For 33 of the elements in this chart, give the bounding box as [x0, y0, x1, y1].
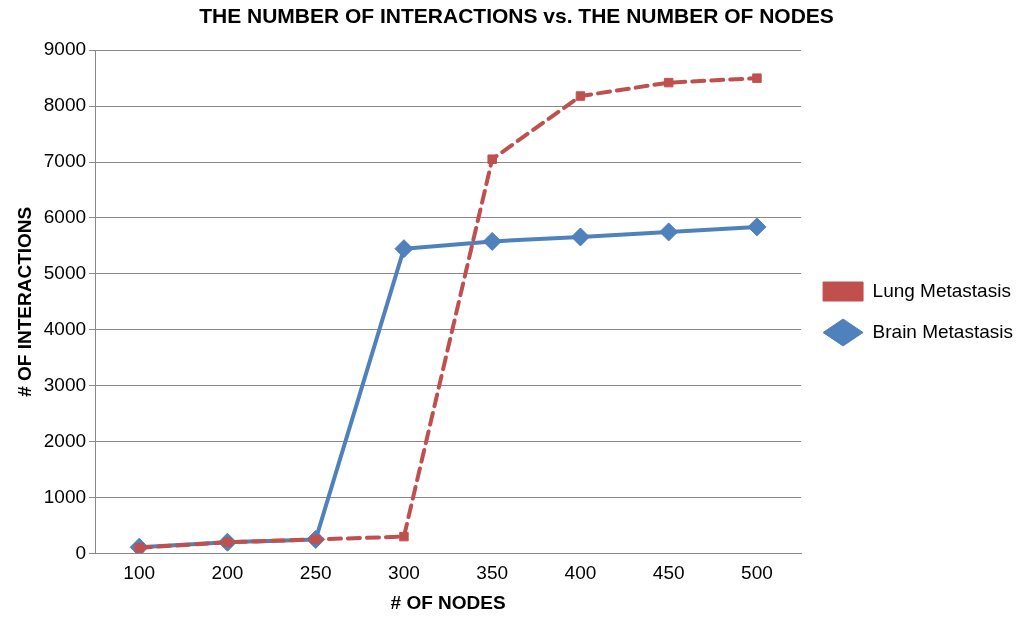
- y-tick-label: 4000: [43, 317, 87, 339]
- y-tick-label: 2000: [43, 429, 87, 451]
- y-tick-label: 0: [75, 541, 87, 563]
- y-axis-title: # OF INTERACTIONS: [13, 206, 35, 397]
- y-tick-label: 6000: [43, 206, 87, 228]
- x-tick-label: 350: [476, 562, 509, 584]
- x-tick-label: 300: [388, 562, 420, 584]
- point: [747, 217, 767, 237]
- point: [487, 154, 497, 164]
- point: [394, 239, 414, 259]
- chart-title: THE NUMBER OF INTERACTIONS vs. THE NUMBER OF NODES: [199, 4, 834, 28]
- point: [399, 531, 409, 542]
- x-tick-label: 500: [741, 562, 773, 584]
- point: [752, 73, 762, 83]
- legend-label: Brain Metastasis: [872, 320, 1014, 342]
- x-tick-label: 450: [652, 562, 685, 584]
- y-tick-label: 7000: [43, 150, 87, 172]
- y-tick-label: 1000: [43, 485, 87, 507]
- x-tick-label: 400: [564, 562, 597, 584]
- y-tick-label: 9000: [43, 38, 87, 60]
- point: [663, 77, 674, 88]
- x-axis-title: # OF NODES: [390, 591, 506, 613]
- y-tick-label: 5000: [43, 262, 87, 284]
- legend-label: Lung Metastasis: [872, 279, 1011, 301]
- point: [659, 222, 679, 242]
- point: [570, 227, 590, 247]
- point: [482, 231, 502, 251]
- x-tick-label: 100: [123, 562, 156, 584]
- x-tick-label: 250: [299, 562, 332, 584]
- y-tick-label: 8000: [43, 94, 87, 116]
- point: [575, 91, 586, 101]
- y-tick-label: 3000: [43, 373, 87, 395]
- x-tick-label: 200: [211, 562, 244, 584]
